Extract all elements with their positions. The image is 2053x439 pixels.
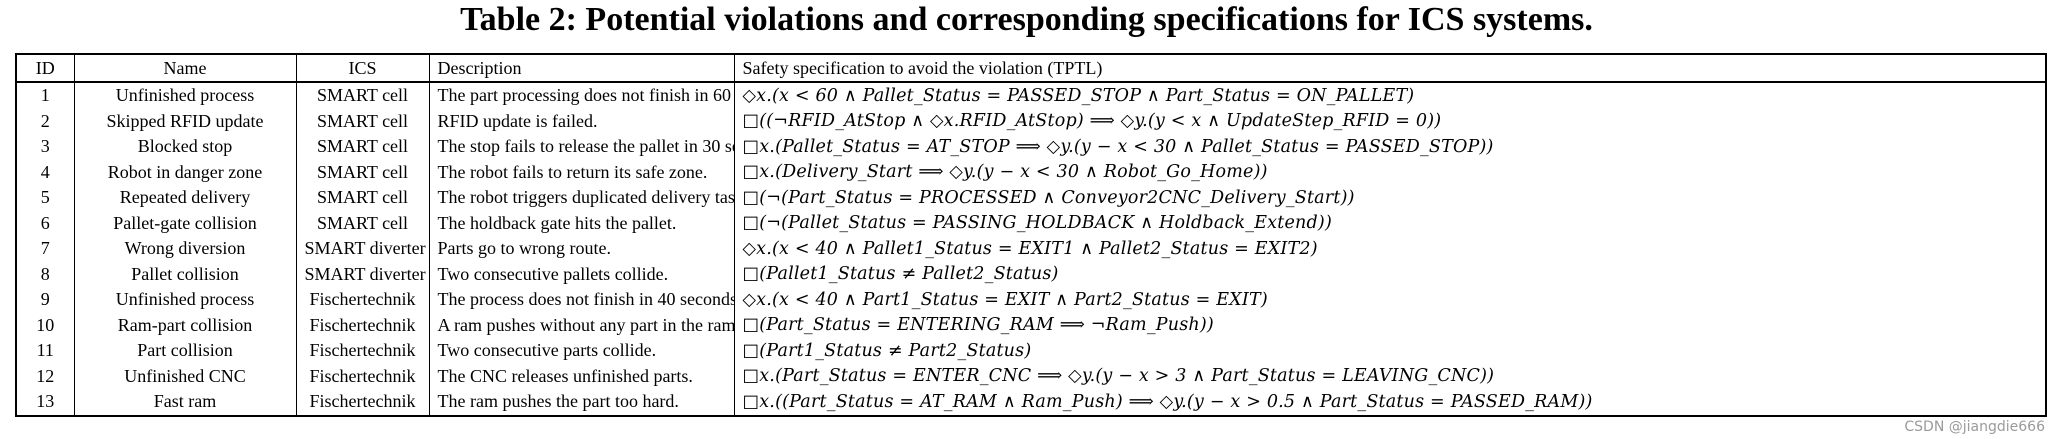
cell-id: 6 — [15, 210, 75, 236]
cell-description: The robot triggers duplicated delivery t… — [428, 185, 735, 211]
table-row: 3 Blocked stop SMART cell The stop fails to… — [15, 134, 2047, 160]
table-row: 7 Wrong diversion SMART diverter Parts go t… — [15, 236, 2047, 262]
header-id: ID — [15, 54, 75, 83]
cell-spec: □(¬(Pallet_Status = PASSING_HOLDBACK ∧ H… — [733, 210, 2047, 236]
table-header: ID Name ICS Description Safety specifica… — [15, 54, 2047, 83]
cell-spec: □x.(Pallet_Status = AT_STOP ⟹ ◇y.(y − x … — [733, 134, 2047, 160]
cell-description: Parts go to wrong route. — [428, 236, 735, 262]
table-row: 5 Repeated delivery SMART cell The robot tr… — [15, 185, 2047, 211]
table-row: 10 Ram-part collision Fischertechnik A ram … — [15, 312, 2047, 338]
cell-ics: Fischertechnik — [295, 312, 430, 338]
cell-name: Pallet-gate collision — [73, 210, 297, 236]
table-row: 9 Unfinished process Fischertechnik The pro… — [15, 287, 2047, 313]
table-row: 13 Fast ram Fischertechnik The ram pushes t… — [15, 389, 2047, 416]
cell-description: The part processing does not finish in 6… — [428, 82, 735, 109]
cell-id: 13 — [15, 389, 75, 416]
table-row: 6 Pallet-gate collision SMART cell The hold… — [15, 210, 2047, 236]
watermark: CSDN @jiangdie666 — [1904, 419, 2045, 435]
cell-name: Repeated delivery — [73, 185, 297, 211]
cell-description: The robot fails to return its safe zone. — [428, 159, 735, 185]
violations-table: ID Name ICS Description Safety specifica… — [15, 53, 2047, 417]
table-row: 2 Skipped RFID update SMART cell RFID updat… — [15, 108, 2047, 134]
cell-name: Ram-part collision — [73, 312, 297, 338]
cell-spec: □(Part1_Status ≠ Part2_Status) — [733, 338, 2047, 364]
table-caption: Table 2: Potential violations and corres… — [460, 1, 1593, 38]
cell-spec: ◇x.(x < 60 ∧ Pallet_Status = PASSED_STOP… — [733, 82, 2047, 109]
cell-description: The CNC releases unfinished parts. — [428, 363, 735, 389]
cell-name: Unfinished process — [73, 82, 297, 109]
cell-name: Unfinished CNC — [73, 363, 297, 389]
cell-ics: Fischertechnik — [295, 363, 430, 389]
table-body: 1 Unfinished process SMART cell The part pr… — [15, 82, 2047, 416]
cell-description: A ram pushes without any part in the ram… — [428, 312, 735, 338]
cell-description: The stop fails to release the pallet in … — [428, 134, 735, 160]
table-row: 8 Pallet collision SMART diverter Two conse… — [15, 261, 2047, 287]
cell-description: The ram pushes the part too hard. — [428, 389, 735, 416]
table-row: 1 Unfinished process SMART cell The part pr… — [15, 82, 2047, 109]
cell-description: Two consecutive pallets collide. — [428, 261, 735, 287]
cell-name: Fast ram — [73, 389, 297, 416]
cell-spec: □x.(Part_Status = ENTER_CNC ⟹ ◇y.(y − x … — [733, 363, 2047, 389]
cell-id: 7 — [15, 236, 75, 262]
cell-id: 11 — [15, 338, 75, 364]
cell-id: 2 — [15, 108, 75, 134]
cell-name: Skipped RFID update — [73, 108, 297, 134]
cell-name: Pallet collision — [73, 261, 297, 287]
cell-description: The holdback gate hits the pallet. — [428, 210, 735, 236]
cell-ics: Fischertechnik — [295, 338, 430, 364]
cell-ics: SMART diverter — [295, 261, 430, 287]
cell-ics: Fischertechnik — [295, 287, 430, 313]
cell-ics: Fischertechnik — [295, 389, 430, 416]
cell-ics: SMART cell — [295, 134, 430, 160]
cell-spec: □(Part_Status = ENTERING_RAM ⟹ ¬Ram_Push… — [733, 312, 2047, 338]
table-row: 4 Robot in danger zone SMART cell The robot… — [15, 159, 2047, 185]
cell-id: 8 — [15, 261, 75, 287]
cell-ics: SMART cell — [295, 108, 430, 134]
header-description: Description — [428, 54, 735, 83]
cell-ics: SMART diverter — [295, 236, 430, 262]
cell-id: 3 — [15, 134, 75, 160]
cell-id: 12 — [15, 363, 75, 389]
cell-id: 9 — [15, 287, 75, 313]
cell-description: The process does not finish in 40 second… — [428, 287, 735, 313]
cell-ics: SMART cell — [295, 159, 430, 185]
cell-ics: SMART cell — [295, 185, 430, 211]
cell-description: Two consecutive parts collide. — [428, 338, 735, 364]
header-spec: Safety specification to avoid the violat… — [733, 54, 2047, 83]
cell-spec: ◇x.(x < 40 ∧ Part1_Status = EXIT ∧ Part2… — [733, 287, 2047, 313]
cell-description: RFID update is failed. — [428, 108, 735, 134]
cell-id: 5 — [15, 185, 75, 211]
header-ics: ICS — [295, 54, 430, 83]
cell-ics: SMART cell — [295, 82, 430, 109]
cell-name: Robot in danger zone — [73, 159, 297, 185]
header-row: ID Name ICS Description Safety specifica… — [15, 54, 2047, 83]
table-row: 12 Unfinished CNC Fischertechnik The CNC re… — [15, 363, 2047, 389]
cell-spec: ◇x.(x < 40 ∧ Pallet1_Status = EXIT1 ∧ Pa… — [733, 236, 2047, 262]
cell-spec: □x.((Part_Status = AT_RAM ∧ Ram_Push) ⟹ … — [733, 389, 2047, 416]
cell-ics: SMART cell — [295, 210, 430, 236]
header-name: Name — [73, 54, 297, 83]
cell-name: Unfinished process — [73, 287, 297, 313]
table-row: 11 Part collision Fischertechnik Two consec… — [15, 338, 2047, 364]
cell-name: Wrong diversion — [73, 236, 297, 262]
cell-spec: □x.(Delivery_Start ⟹ ◇y.(y − x < 30 ∧ Ro… — [733, 159, 2047, 185]
cell-spec: □((¬RFID_AtStop ∧ ◇x.RFID_AtStop) ⟹ ◇y.(… — [733, 108, 2047, 134]
cell-spec: □(Pallet1_Status ≠ Pallet2_Status) — [733, 261, 2047, 287]
cell-name: Part collision — [73, 338, 297, 364]
cell-id: 10 — [15, 312, 75, 338]
cell-spec: □(¬(Part_Status = PROCESSED ∧ Conveyor2C… — [733, 185, 2047, 211]
cell-id: 4 — [15, 159, 75, 185]
cell-name: Blocked stop — [73, 134, 297, 160]
cell-id: 1 — [15, 82, 75, 109]
